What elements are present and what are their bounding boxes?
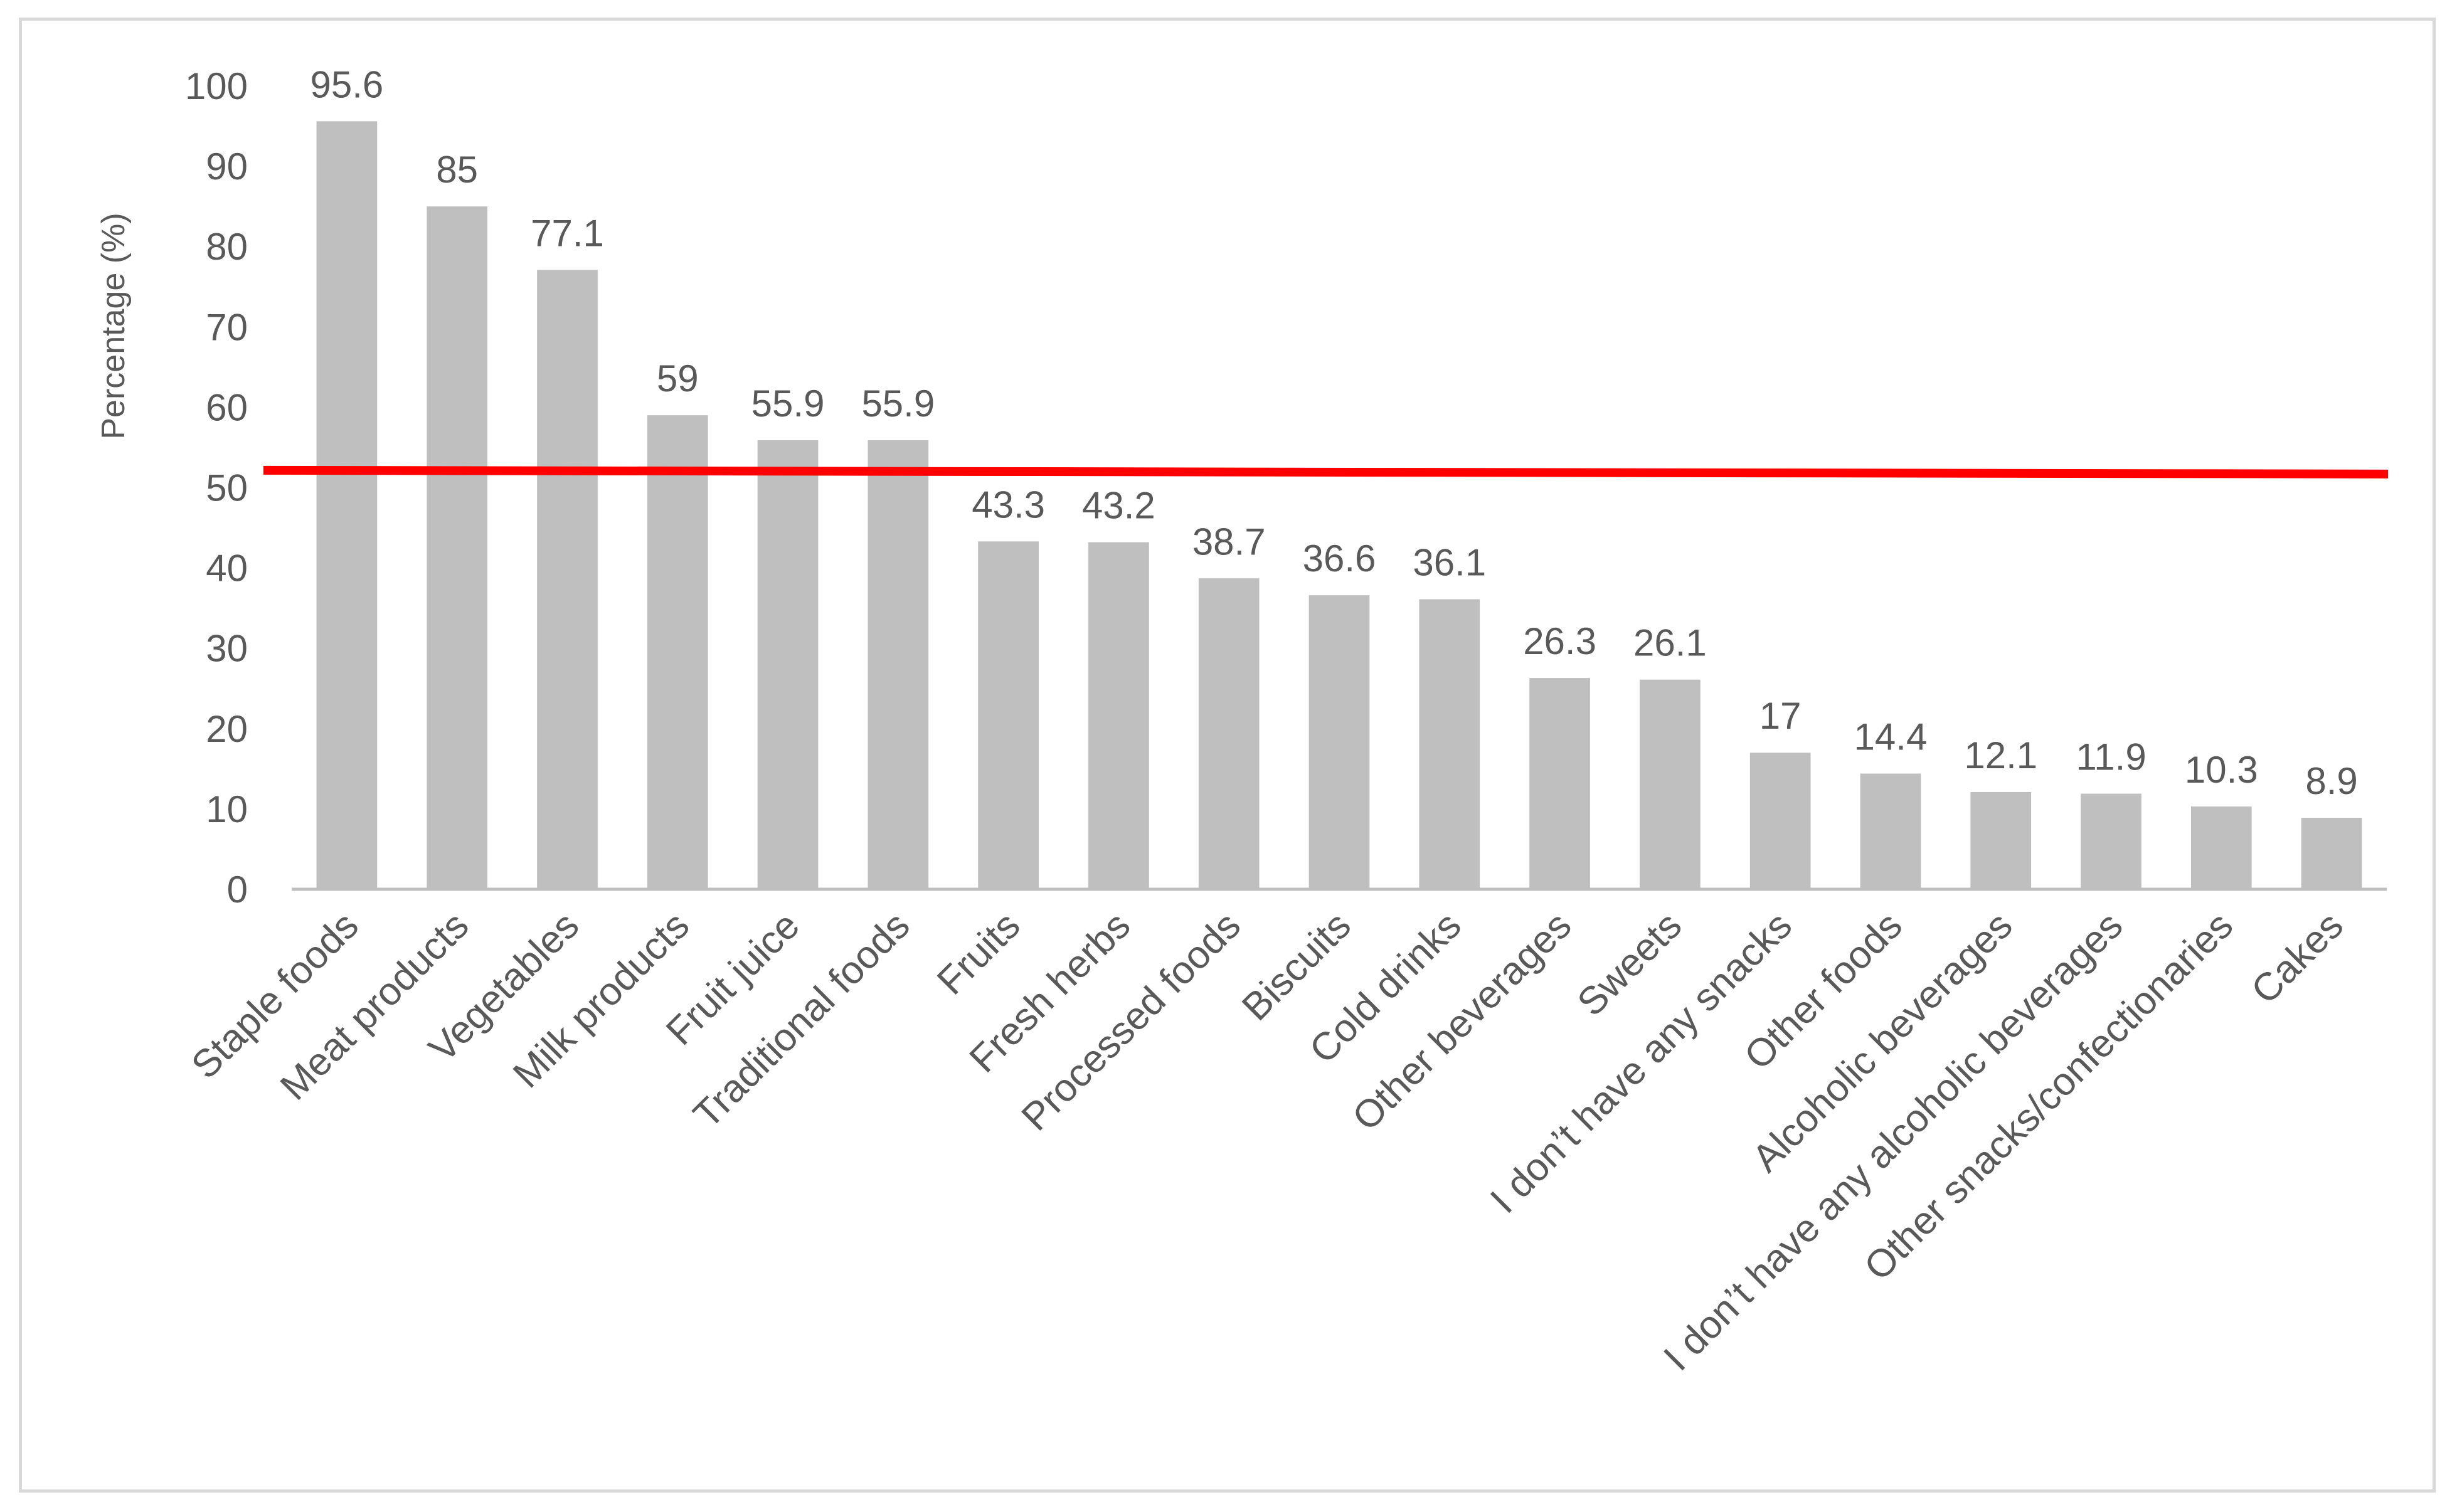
data-label: 43.3 (972, 484, 1045, 526)
data-label: 17 (1759, 695, 1802, 737)
bar (537, 270, 598, 889)
y-tick-label: 0 (227, 869, 248, 911)
category-label: Cakes (2243, 904, 2352, 1012)
bar (2301, 817, 2362, 889)
y-tick-labels: 0 10 20 30 40 50 60 70 80 90 100 (185, 65, 248, 911)
bar (978, 541, 1039, 889)
data-label: 55.9 (751, 383, 825, 425)
data-label: 38.7 (1192, 521, 1266, 563)
y-tick-label: 50 (206, 467, 248, 509)
bar (427, 206, 488, 889)
data-label: 77.1 (531, 212, 604, 254)
data-label: 85 (436, 149, 478, 191)
data-label: 43.2 (1082, 485, 1155, 527)
data-label: 14.4 (1854, 716, 1928, 758)
category-label: Meat products (272, 904, 477, 1109)
bars (316, 121, 2362, 889)
y-axis-title: Percentage (%) (95, 213, 132, 439)
bar (868, 440, 929, 889)
category-label: Fruits (929, 904, 1028, 1003)
y-tick-label: 80 (206, 226, 248, 268)
data-label: 36.1 (1413, 542, 1486, 584)
data-labels: 95.6 85 77.1 59 55.9 55.9 43.3 43.2 38.7 36.6 36.1… (310, 63, 2358, 802)
data-label: 95.6 (310, 63, 384, 105)
y-tick-label: 60 (206, 386, 248, 428)
bar (1198, 578, 1260, 889)
y-tick-label: 40 (206, 547, 248, 589)
bar (1529, 678, 1590, 889)
data-label: 8.9 (2305, 760, 2357, 802)
y-tick-label: 90 (206, 145, 248, 188)
y-axis-title-group: Percentage (%) (95, 213, 132, 439)
y-tick-label: 20 (206, 708, 248, 750)
data-label: 59 (657, 357, 699, 399)
data-label: 11.9 (2076, 736, 2146, 778)
bar (647, 415, 708, 889)
y-tick-label: 10 (206, 788, 248, 830)
y-tick-label: 70 (206, 306, 248, 348)
bar (1419, 599, 1480, 889)
data-label: 55.9 (861, 383, 935, 425)
bar (1088, 542, 1149, 889)
data-label: 26.1 (1633, 622, 1707, 664)
bar (1308, 595, 1370, 889)
bar (1640, 679, 1701, 889)
y-tick-label: 30 (206, 628, 248, 670)
y-tick-label: 100 (185, 65, 248, 107)
bar (1749, 753, 1811, 889)
data-label: 10.3 (2185, 749, 2258, 791)
data-label: 12.1 (1964, 734, 2037, 776)
bar (1860, 773, 1921, 889)
bar (316, 121, 378, 889)
data-label: 26.3 (1523, 620, 1596, 662)
bar (757, 440, 819, 889)
reference-line (263, 465, 2389, 478)
bar (2081, 793, 2141, 889)
bar (2190, 806, 2252, 889)
data-label: 36.6 (1303, 537, 1376, 579)
bar (1970, 791, 2032, 889)
